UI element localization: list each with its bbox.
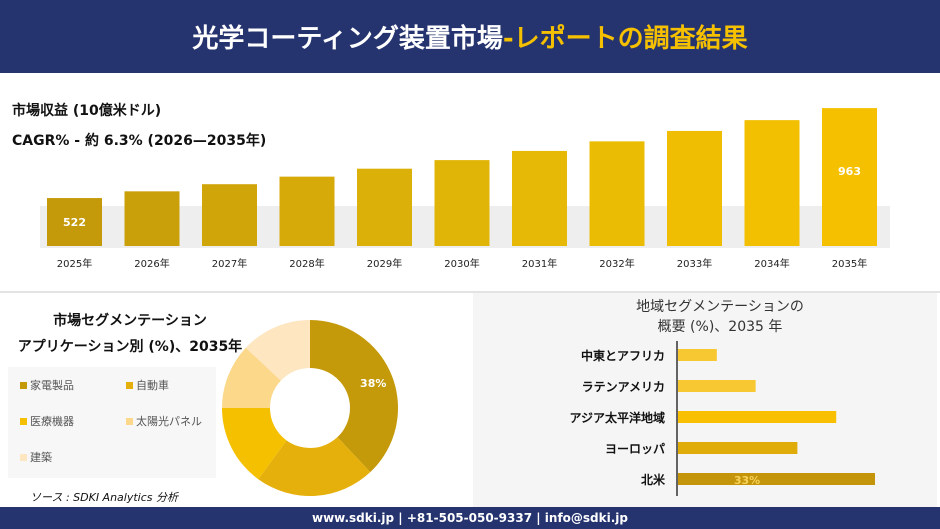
- revenue-bar: [589, 141, 645, 246]
- year-tick-label: 2029年: [367, 257, 402, 270]
- legend-swatch: [20, 417, 27, 425]
- title-highlight: -レポートの調査結果: [502, 24, 748, 54]
- region-bar: [678, 442, 798, 454]
- revenue-bar: [279, 176, 335, 246]
- cagr-label: CAGR% - 約 6.3% (2026—2035年): [12, 133, 267, 149]
- legend-label: 医療機器: [30, 415, 74, 428]
- legend-swatch: [20, 453, 27, 461]
- legend-label: 家電製品: [30, 379, 74, 392]
- page-title: 光学コーティング装置市場 -レポートの調査結果: [0, 0, 940, 73]
- donut-slice: [310, 320, 398, 473]
- revenue-bar: [124, 191, 180, 246]
- region-bar: [678, 349, 717, 361]
- legend-label: 自動車: [136, 379, 169, 392]
- year-tick-label: 2035年: [832, 257, 867, 270]
- legend-label: 太陽光パネル: [136, 415, 202, 428]
- segment-title-line2: アプリケーション別 (%)、2035年: [17, 339, 243, 355]
- revenue-bar: [822, 108, 877, 246]
- revenue-bar-chart: 2025年 522 2026年 2027年 2028年 2029年 2030年 2031年 20…: [40, 108, 890, 270]
- application-donut-chart: 38%: [222, 320, 398, 496]
- year-tick-label: 2033年: [677, 257, 712, 270]
- revenue-bar: [202, 184, 257, 246]
- legend-swatch: [20, 381, 27, 389]
- legend-item: 太陽光パネル: [126, 413, 202, 429]
- year-tick-label: 2028年: [289, 257, 324, 270]
- year-tick-label: 2031年: [522, 257, 557, 270]
- year-tick-label: 2026年: [134, 257, 169, 270]
- region-panel: 地域セグメンテーションの 概要 (%)、2035 年 中東とアフリカ ラテンアメリ…: [473, 293, 937, 513]
- donut-slice: [258, 437, 371, 496]
- revenue-bar: [47, 198, 102, 246]
- footer-contact: www.sdki.jp | +81-505-050-9337 | info@sd…: [0, 507, 940, 529]
- year-tick-label: 2027年: [212, 257, 247, 270]
- segment-title: 市場セグメンテーション アプリケーション別 (%)、2035年: [10, 308, 250, 360]
- region-title-line1: 地域セグメンテーションの: [636, 299, 804, 315]
- legend-item: 家電製品: [20, 377, 74, 393]
- source-note: ソース : SDKI Analytics 分析: [30, 491, 179, 504]
- region-bar: [678, 380, 756, 392]
- segment-legend: 家電製品 自動車医療機器 太陽光パネル建築: [8, 367, 216, 478]
- region-label: ヨーロッパ: [605, 442, 665, 456]
- title-main: 光学コーティング装置市場: [192, 24, 503, 54]
- legend-item: 医療機器: [20, 413, 74, 429]
- segment-title-line1: 市場セグメンテーション: [53, 313, 207, 329]
- legend-item: 建築: [20, 449, 52, 465]
- divider: [0, 291, 940, 293]
- region-title: 地域セグメンテーションの 概要 (%)、2035 年: [473, 297, 937, 337]
- revenue-bar: [357, 168, 412, 246]
- donut-slice: [222, 347, 281, 408]
- donut-slice: [245, 320, 310, 381]
- revenue-bar: [667, 130, 722, 246]
- region-bar: [678, 473, 875, 485]
- year-tick-label: 2030年: [444, 257, 479, 270]
- slice-data-label: 38%: [360, 377, 386, 390]
- bar-data-label: 522: [63, 216, 86, 229]
- year-tick-label: 2025年: [57, 257, 92, 270]
- donut-slice: [222, 408, 287, 480]
- legend-swatch: [126, 417, 133, 425]
- year-tick-label: 2034年: [754, 257, 789, 270]
- revenue-bar: [744, 120, 800, 246]
- region-label: アジア太平洋地域: [569, 410, 665, 425]
- revenue-bar: [434, 160, 490, 246]
- region-bar: [678, 411, 837, 423]
- region-label: 北米: [641, 472, 666, 487]
- bar-data-label: 963: [838, 165, 861, 178]
- region-label: 中東とアフリカ: [581, 348, 665, 363]
- region-label: ラテンアメリカ: [582, 380, 665, 394]
- revenue-bar: [512, 150, 567, 246]
- legend-swatch: [126, 381, 133, 389]
- bar-data-label: 33%: [734, 474, 760, 487]
- year-tick-label: 2032年: [599, 257, 634, 270]
- legend-item: 自動車: [126, 377, 169, 393]
- legend-label: 建築: [30, 451, 52, 464]
- revenue-label: 市場収益 (10億米ドル): [12, 103, 162, 119]
- region-title-line2: 概要 (%)、2035 年: [657, 319, 783, 335]
